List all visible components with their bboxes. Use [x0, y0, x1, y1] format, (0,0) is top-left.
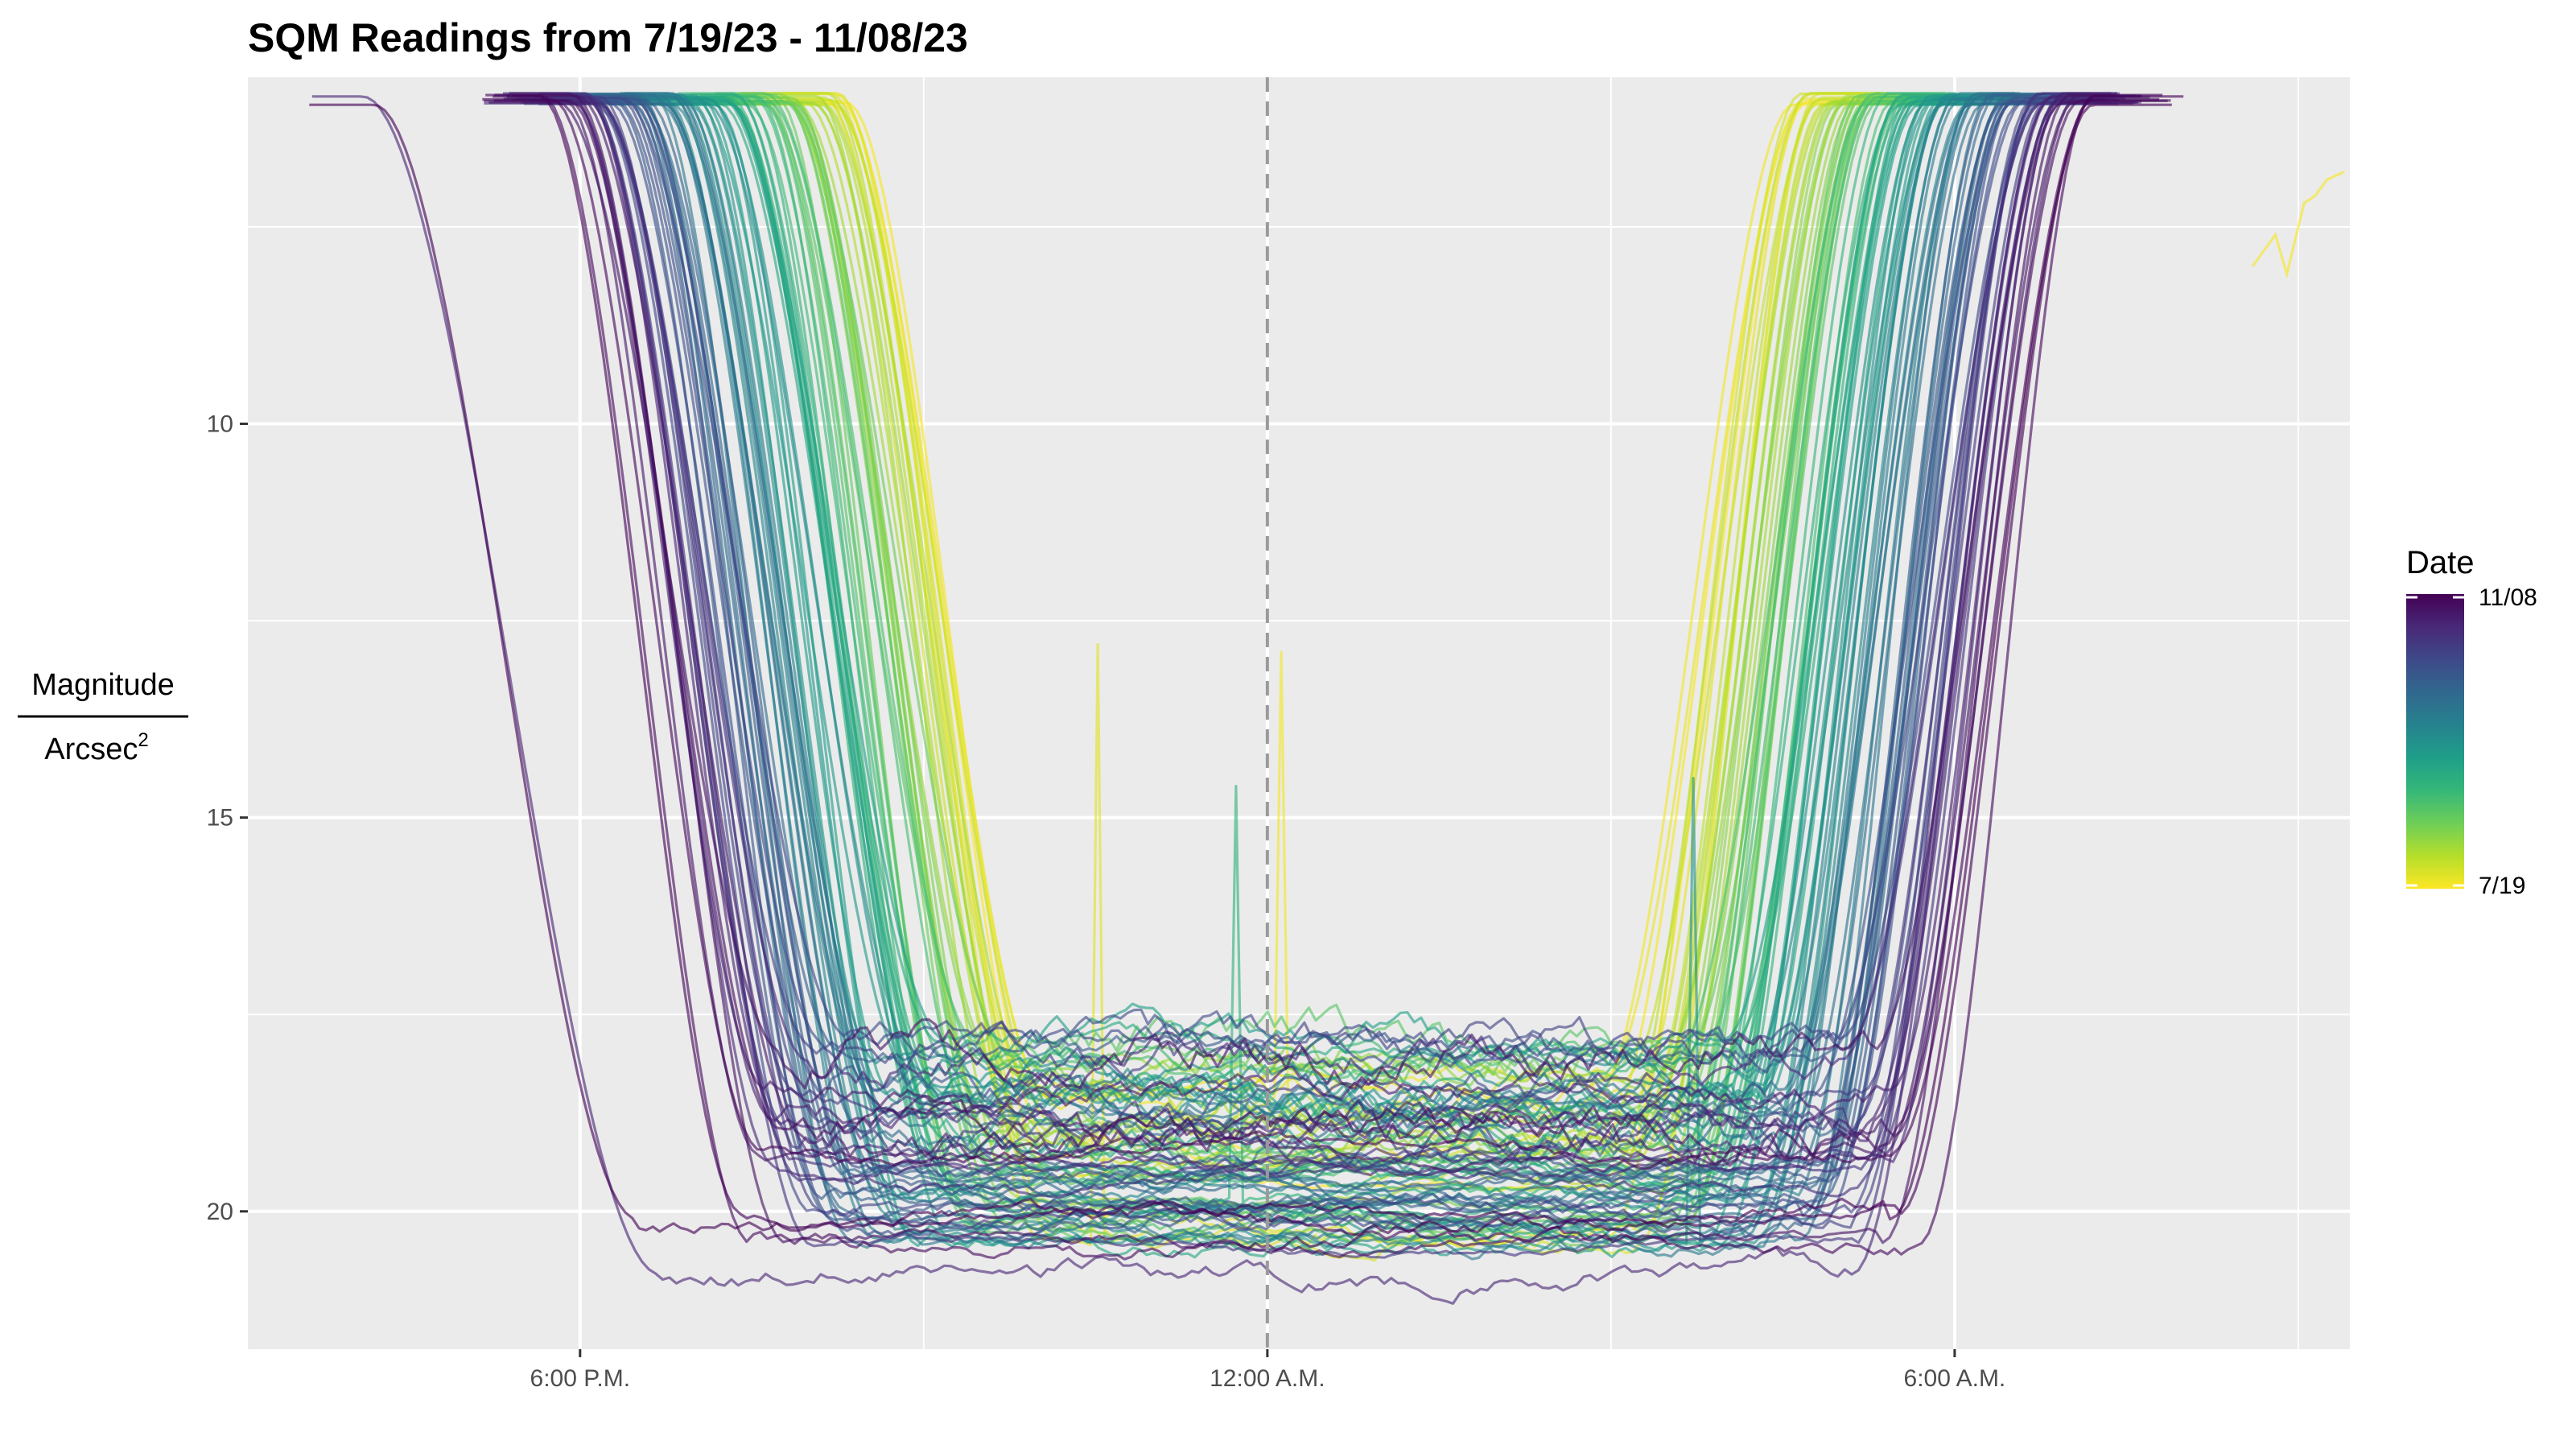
series-line [594, 93, 2038, 1205]
y-axis-title: Magnitude Arcsec2 [18, 668, 188, 766]
colorbar [2406, 594, 2464, 889]
series-line [676, 100, 1969, 1075]
legend-label-bottom: 7/19 [2479, 873, 2525, 899]
series-line [506, 94, 2136, 1147]
series-line [663, 95, 1970, 1166]
series-line [538, 98, 2119, 1199]
series-line [493, 95, 2184, 1229]
y-tick-label: 15 [207, 805, 233, 832]
series-line [524, 102, 2119, 1230]
series-line [509, 92, 2117, 1118]
y-axis-title-numerator: Magnitude [31, 668, 174, 702]
y-axis-title-exponent: 2 [138, 729, 148, 751]
y-axis-ticks: 10 15 20 [207, 411, 248, 1225]
series-line [494, 93, 2116, 1259]
series-line [311, 95, 2141, 1305]
series-line [534, 95, 2123, 1115]
x-tick-label: 6:00 P.M. [530, 1365, 631, 1392]
y-tick-label: 20 [207, 1199, 233, 1225]
series-line [571, 96, 2104, 1074]
x-axis-ticks: 6:00 P.M. 12:00 A.M. 6:00 A.M. [530, 1349, 2006, 1392]
series-line [550, 93, 2083, 1240]
series-line-dawn-segment [2251, 170, 2345, 279]
series-line [561, 96, 2115, 1062]
series-line [611, 102, 2020, 1122]
series-line [752, 102, 1879, 1250]
series-line [631, 97, 1993, 1061]
series-line [740, 94, 1936, 1210]
y-axis-title-denominator: Arcsec2 [44, 729, 149, 766]
y-tick-label: 10 [207, 411, 233, 437]
series-line [542, 96, 2090, 1185]
series-line [485, 93, 2163, 1261]
series-line [482, 97, 2160, 1170]
legend-label-top: 11/08 [2479, 584, 2537, 611]
x-tick-label: 6:00 A.M. [1904, 1365, 2006, 1392]
legend-title: Date [2406, 545, 2475, 580]
series-line [566, 102, 2058, 1232]
x-tick-label: 12:00 A.M. [1210, 1365, 1325, 1392]
series-line [672, 97, 1972, 1209]
chart-title: SQM Readings from 7/19/23 - 11/08/23 [248, 15, 968, 60]
series-line [493, 99, 2171, 1160]
color-legend: Date 11/08 7/19 [2406, 545, 2537, 899]
series-line [484, 99, 2168, 1174]
series-line [539, 101, 2141, 1089]
series-line [309, 103, 2172, 1236]
series-line [488, 101, 2139, 1090]
series-lines [309, 91, 2345, 1305]
y-axis-title-unit: Arcsec [44, 733, 138, 766]
series-line [593, 94, 2078, 1137]
series-line [503, 97, 2105, 1176]
series-line [538, 102, 2092, 1231]
